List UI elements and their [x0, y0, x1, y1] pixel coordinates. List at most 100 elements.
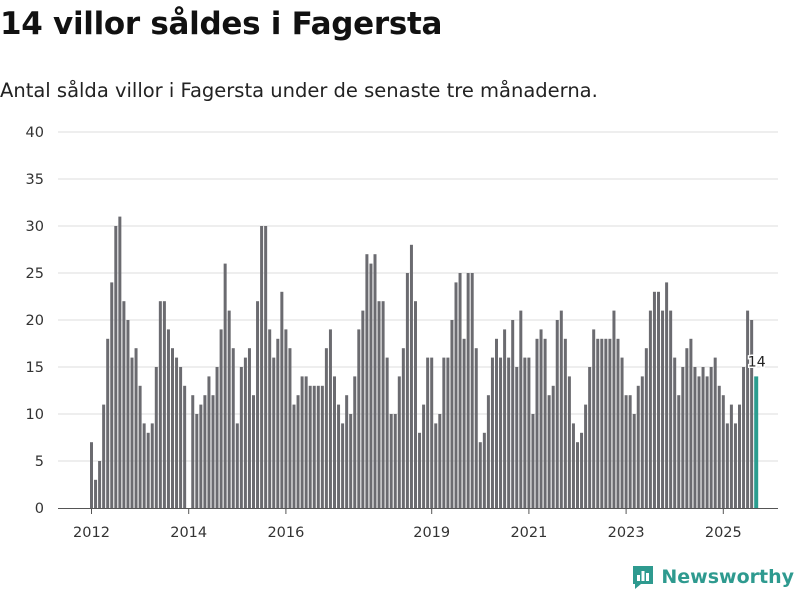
newsworthy-logo-icon	[633, 566, 654, 589]
bar	[114, 226, 118, 508]
x-tick-label: 2012	[73, 525, 110, 541]
y-tick-label: 25	[26, 266, 44, 282]
bar	[620, 357, 624, 508]
bar	[580, 432, 584, 508]
bar	[90, 442, 93, 508]
bar	[389, 414, 393, 508]
newsworthy-brand[interactable]: Newsworthy	[631, 564, 794, 590]
bar	[661, 310, 665, 508]
bar	[183, 385, 187, 508]
bar	[454, 282, 458, 508]
bar	[665, 282, 669, 508]
bar	[414, 301, 417, 508]
bar	[474, 348, 478, 508]
bar	[725, 423, 729, 508]
bar	[571, 423, 575, 508]
bar	[239, 367, 243, 508]
bar	[223, 263, 227, 508]
bar	[499, 357, 503, 508]
bar	[450, 320, 454, 508]
bar	[320, 385, 324, 508]
bar	[677, 395, 681, 508]
bar	[442, 357, 446, 508]
bar	[191, 395, 195, 508]
bar	[207, 376, 211, 508]
bar	[588, 367, 592, 508]
bar	[657, 291, 660, 508]
bar	[551, 385, 555, 508]
bar	[547, 395, 551, 508]
bar	[640, 376, 644, 508]
bar	[264, 226, 268, 508]
bar	[409, 244, 413, 509]
chart-subtitle: Antal sålda villor i Fagersta under de s…	[0, 79, 598, 102]
bar	[632, 414, 636, 508]
bar	[563, 338, 567, 508]
bar	[418, 432, 422, 508]
x-tick-label: 2025	[705, 525, 742, 541]
highlight-data-label: 14	[748, 354, 766, 370]
bar	[118, 216, 122, 508]
bar	[377, 301, 381, 508]
y-tick-label: 5	[35, 454, 44, 470]
bar	[122, 301, 126, 508]
bar	[519, 310, 523, 508]
bar	[600, 338, 604, 508]
bar	[130, 357, 134, 508]
x-tick-label: 2019	[413, 525, 450, 541]
bar	[324, 348, 328, 508]
bar	[434, 423, 438, 508]
bar	[171, 348, 174, 508]
bar	[604, 338, 608, 508]
bar	[175, 357, 179, 508]
bar	[349, 414, 353, 508]
bar	[110, 282, 114, 508]
bar	[280, 291, 284, 508]
y-tick-label: 35	[26, 172, 44, 188]
bar	[126, 320, 130, 508]
bar	[644, 348, 648, 508]
highlight-bar	[754, 376, 759, 508]
bar	[503, 329, 507, 508]
bar	[535, 338, 539, 508]
bar	[102, 404, 106, 508]
bar	[567, 376, 571, 508]
bar	[154, 367, 158, 508]
bar	[215, 367, 219, 508]
bar	[268, 329, 272, 508]
bar	[628, 395, 632, 508]
x-tick-label: 2016	[267, 525, 304, 541]
bar	[134, 348, 138, 508]
bar	[470, 273, 474, 508]
bar	[685, 348, 689, 508]
bar	[195, 414, 199, 508]
bar	[341, 423, 345, 508]
bar	[592, 329, 596, 508]
bar	[466, 273, 470, 508]
bar	[531, 414, 535, 508]
bar	[511, 320, 515, 508]
bar	[636, 385, 640, 508]
bar	[486, 395, 490, 508]
bar	[357, 329, 361, 508]
bar	[555, 320, 559, 508]
bar	[247, 348, 251, 508]
y-tick-label: 20	[26, 313, 44, 329]
bar	[742, 367, 746, 508]
bar	[300, 376, 304, 508]
bar	[98, 461, 102, 508]
bar	[276, 338, 280, 508]
bar	[312, 385, 316, 508]
bar	[219, 329, 223, 508]
bar	[746, 310, 750, 508]
bar	[166, 329, 170, 508]
bar	[373, 254, 377, 508]
bar	[559, 310, 563, 508]
bar	[652, 291, 656, 508]
bar	[596, 338, 600, 508]
bar	[462, 338, 466, 508]
bar	[365, 254, 369, 508]
bar	[507, 357, 511, 508]
bar	[713, 357, 717, 508]
